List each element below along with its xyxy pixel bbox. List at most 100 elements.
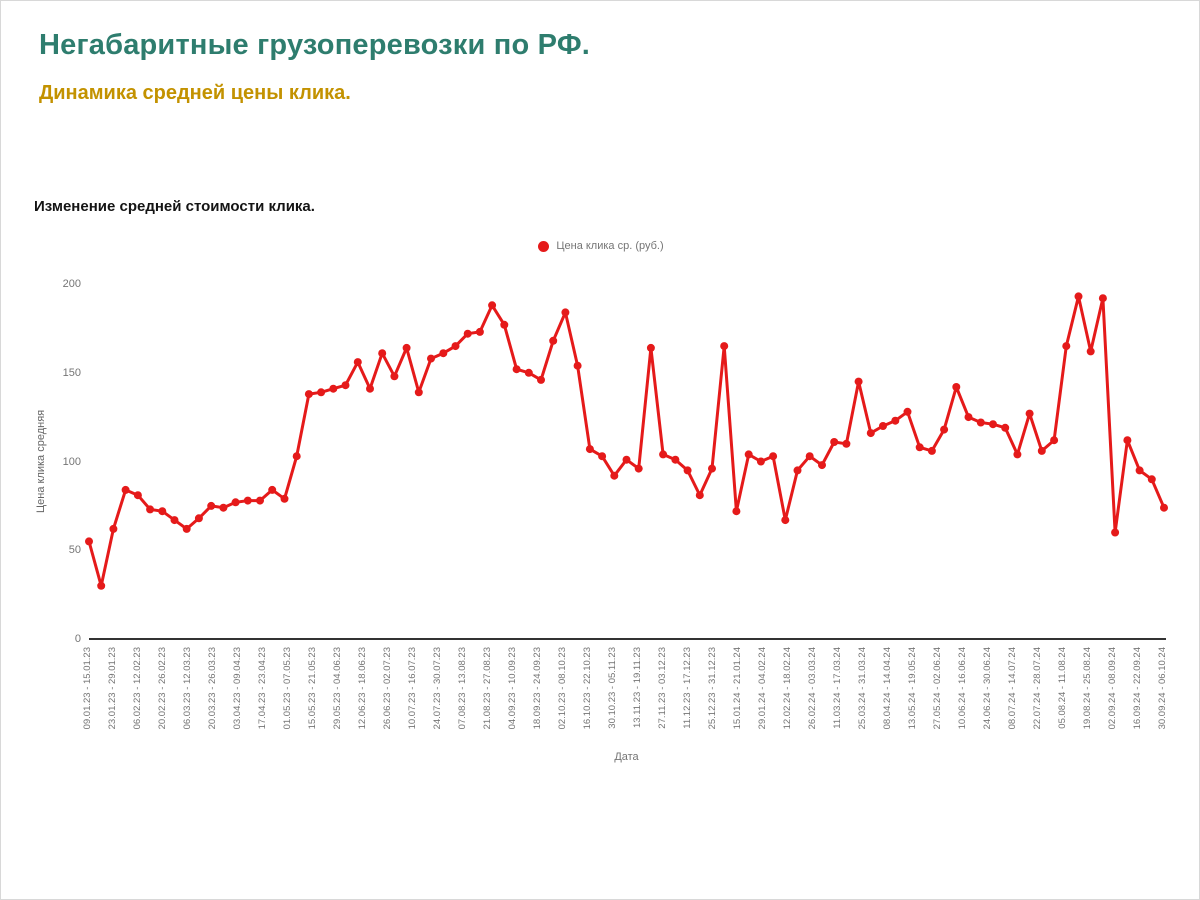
x-tick-label: 26.02.24 - 03.03.24	[807, 647, 818, 730]
data-point-marker	[207, 501, 216, 510]
x-tick-label: 11.12.23 - 17.12.23	[682, 647, 693, 729]
x-tick-label: 25.12.23 - 31.12.23	[707, 647, 718, 730]
data-point-marker	[708, 464, 716, 473]
data-point-marker	[1135, 466, 1144, 475]
data-point-marker	[1025, 409, 1034, 418]
data-point-marker	[915, 443, 924, 452]
x-tick-label: 18.09.23 - 24.09.23	[532, 647, 543, 730]
x-tick-label: 27.05.24 - 02.06.24	[932, 647, 943, 730]
line-chart-plot	[85, 292, 1168, 640]
data-point-marker	[695, 491, 704, 500]
y-tick-label: 150	[62, 366, 81, 379]
x-tick-label: 15.01.24 - 21.01.24	[732, 647, 743, 730]
data-point-marker	[366, 384, 374, 393]
data-point-marker	[341, 381, 350, 390]
data-point-marker	[194, 514, 203, 523]
data-point-marker	[402, 343, 411, 352]
data-point-marker	[439, 349, 448, 358]
data-point-marker	[659, 450, 668, 459]
data-point-marker	[585, 445, 594, 454]
x-tick-label: 21.08.23 - 27.08.23	[482, 647, 493, 730]
data-point-marker	[390, 372, 399, 381]
data-point-marker	[610, 471, 619, 480]
data-point-marker	[451, 342, 460, 351]
data-point-marker	[329, 384, 338, 393]
report-title: Негабаритные грузоперевозки по РФ.	[39, 29, 591, 61]
x-tick-label: 16.09.24 - 22.09.24	[1132, 647, 1143, 730]
data-point-marker	[976, 418, 985, 427]
x-tick-label: 24.06.24 - 30.06.24	[982, 647, 993, 730]
data-point-marker	[879, 422, 887, 430]
x-tick-label: 06.02.23 - 12.02.23	[132, 647, 143, 730]
data-point-marker	[720, 342, 729, 351]
data-point-marker	[1050, 436, 1059, 445]
data-point-marker	[1062, 342, 1071, 351]
data-point-marker	[256, 496, 264, 505]
data-point-marker	[1074, 292, 1083, 301]
chart-title: Изменение средней стоимости клика.	[34, 198, 315, 215]
data-point-marker	[573, 361, 582, 370]
data-point-marker	[158, 507, 167, 516]
x-tick-label: 19.08.24 - 25.08.24	[1082, 647, 1093, 730]
data-point-marker	[304, 390, 313, 399]
data-point-marker	[561, 308, 570, 317]
x-tick-label: 29.01.24 - 04.02.24	[757, 647, 768, 730]
data-point-marker	[1160, 503, 1168, 512]
data-point-marker	[133, 491, 142, 500]
legend-series-label: Цена клика ср. (руб.)	[556, 240, 664, 252]
data-point-marker	[1111, 528, 1120, 537]
x-tick-label: 06.03.23 - 12.03.23	[182, 647, 193, 730]
data-point-marker	[488, 301, 497, 310]
x-tick-label: 16.10.23 - 22.10.23	[582, 647, 593, 730]
data-point-marker	[671, 455, 680, 464]
x-tick-label: 01.05.23 - 07.05.23	[282, 647, 293, 730]
data-point-marker	[219, 503, 228, 512]
x-tick-label: 11.03.24 - 17.03.24	[832, 647, 843, 729]
x-tick-label: 13.05.24 - 19.05.24	[907, 647, 918, 730]
data-point-marker	[475, 327, 484, 336]
x-tick-label: 03.04.23 - 09.04.23	[232, 647, 243, 730]
x-tick-label: 02.10.23 - 08.10.23	[557, 647, 568, 730]
data-point-marker	[427, 354, 435, 363]
data-point-marker	[292, 452, 301, 461]
x-axis-title: Дата	[614, 751, 639, 763]
data-point-marker	[646, 343, 655, 352]
x-tick-label: 25.03.24 - 31.03.24	[857, 647, 868, 730]
data-point-marker	[85, 537, 93, 546]
data-point-marker	[524, 368, 533, 377]
data-point-marker	[1147, 475, 1156, 484]
data-point-marker	[903, 407, 912, 416]
data-point-marker	[756, 457, 765, 466]
x-tick-label: 12.02.24 - 18.02.24	[782, 647, 793, 730]
x-tick-label: 12.06.23 - 18.06.23	[357, 647, 368, 730]
data-point-marker	[97, 581, 106, 590]
x-tick-label: 10.07.23 - 16.07.23	[407, 647, 418, 730]
chart-legend: Цена клика ср. (руб.)	[1, 240, 1199, 252]
legend-marker-icon	[538, 240, 550, 252]
data-point-marker	[1037, 446, 1046, 455]
data-point-marker	[378, 349, 387, 358]
data-point-marker	[1123, 436, 1132, 445]
x-tick-label: 13.11.23 - 19.11.23	[632, 647, 643, 728]
data-point-marker	[952, 383, 961, 391]
data-point-marker	[1086, 347, 1095, 356]
x-tick-label: 08.04.24 - 14.04.24	[882, 647, 893, 730]
data-point-marker	[818, 461, 826, 470]
x-tick-label: 04.09.23 - 10.09.23	[507, 647, 518, 730]
data-point-marker	[793, 466, 802, 475]
data-point-marker	[317, 388, 326, 397]
report-subtitle: Динамика средней цены клика.	[39, 82, 351, 104]
data-point-marker	[537, 375, 545, 384]
data-point-marker	[940, 425, 949, 434]
data-point-marker	[1001, 423, 1010, 432]
x-tick-label: 17.04.23 - 23.04.23	[257, 647, 268, 730]
price-line	[87, 294, 1166, 588]
data-point-marker	[866, 429, 875, 438]
data-point-marker	[500, 320, 509, 329]
y-tick-label: 100	[62, 455, 81, 468]
x-tick-label: 20.02.23 - 26.02.23	[157, 647, 168, 730]
data-point-marker	[549, 336, 558, 345]
data-point-marker	[891, 416, 900, 425]
x-tick-label: 23.01.23 - 29.01.23	[107, 647, 118, 730]
data-point-marker	[512, 365, 521, 374]
